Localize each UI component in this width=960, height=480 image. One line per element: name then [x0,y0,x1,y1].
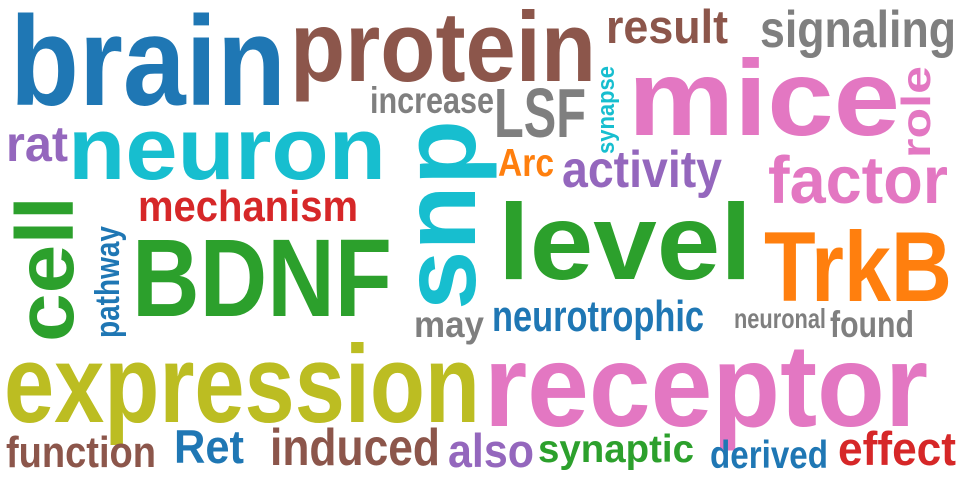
word-pathway: pathway [88,226,127,338]
word-activity: activity [562,140,722,199]
word-mice: mice [628,37,900,158]
word-brain: brain [10,0,286,134]
word-neurotrophic: neurotrophic [492,293,704,342]
word-lsf: LSF [494,74,586,153]
word-signaling: signaling [760,0,956,59]
word-induced: induced [270,418,440,477]
word-snp: snp [381,120,498,310]
word-bdnf: BDNF [132,216,392,340]
word-neuronal: neuronal [734,302,826,334]
word-receptor: receptor [484,319,928,451]
word-neuron: neuron [68,98,386,198]
word-may: may [414,303,484,345]
word-mechanism: mechanism [138,183,358,232]
word-arc: Arc [498,141,554,185]
word-function: function [6,429,156,478]
word-result: result [606,1,728,55]
word-synaptic: synaptic [538,427,694,471]
word-factor: factor [768,142,948,218]
word-expression: expression [4,322,480,446]
word-derived: derived [710,433,828,477]
word-trkb: TrkB [764,212,952,324]
word-found: found [830,303,914,345]
word-rat: rat [6,116,68,173]
word-protein: protein [290,0,596,104]
word-level: level [498,181,752,302]
word-effect: effect [838,423,956,477]
word-ret: Ret [174,421,244,475]
word-increase: increase [370,79,494,121]
word-also: also [448,425,534,479]
word-cell: cell [0,196,91,342]
